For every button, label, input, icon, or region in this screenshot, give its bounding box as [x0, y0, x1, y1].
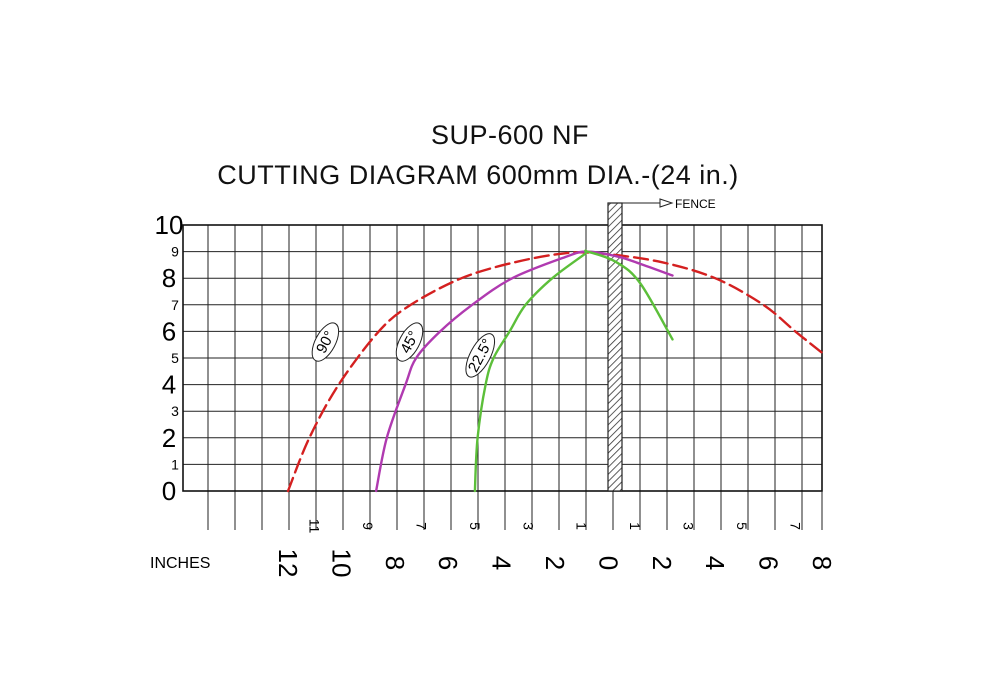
- y-tick-label-minor: 5: [171, 350, 179, 366]
- x-tick-label-major: 8: [380, 556, 410, 570]
- x-tick-label-major: 2: [540, 556, 570, 570]
- y-tick-label-major: 2: [162, 423, 176, 453]
- x-tick-label-major: 12: [273, 549, 303, 578]
- x-tick-label-minor: 3: [520, 522, 536, 530]
- label-ellipse: [395, 322, 424, 362]
- x-tick-label-major: 6: [433, 556, 463, 570]
- x-tick-label-minor: 3: [681, 522, 697, 530]
- y-tick-label-minor: 9: [171, 244, 179, 260]
- x-tick-label-major: 2: [647, 556, 677, 570]
- series-line-2: [473, 249, 674, 493]
- chart-title: SUP-600 NF: [430, 120, 590, 150]
- series-line-0: [286, 251, 824, 493]
- x-tick-label-minor: 7: [787, 522, 803, 530]
- x-tick-label-minor: 9: [360, 522, 376, 530]
- x-axis-label: INCHES: [150, 555, 210, 572]
- x-tick-label-major: 4: [487, 556, 517, 570]
- y-tick-label-minor: 7: [171, 297, 179, 313]
- plot-frame: [182, 224, 823, 492]
- x-tick-label-major: 0: [593, 556, 623, 570]
- fence-label: FENCE: [675, 197, 716, 211]
- x-tick-label-major: 10: [326, 549, 356, 578]
- fence-arrow-head: [659, 198, 674, 208]
- fence-blade: [607, 202, 623, 492]
- x-tick-label-minor: 7: [414, 522, 430, 530]
- label-ellipse: [311, 322, 340, 362]
- label-ellipse: [465, 333, 496, 378]
- x-tick-label-minor: 5: [467, 522, 483, 530]
- y-tick-label-minor: 3: [171, 403, 179, 419]
- x-tick-label-major: 4: [700, 556, 730, 570]
- y-tick-label-major: 6: [162, 316, 176, 346]
- chart-subtitle: CUTTING DIAGRAM 600mm DIA.-(24 in.): [217, 160, 739, 190]
- y-tick-label-major: 4: [162, 370, 176, 400]
- y-tick-label-major: 8: [162, 263, 176, 293]
- y-tick-label-minor: 1: [171, 456, 179, 472]
- y-tick-label-major: 10: [155, 210, 184, 240]
- x-tick-label-minor: 1: [574, 522, 590, 530]
- x-tick-label-minor: 5: [734, 522, 750, 530]
- series-line-1: [374, 250, 674, 493]
- x-tick-label-minor: 11: [307, 519, 323, 534]
- x-tick-label-major: 8: [807, 556, 837, 570]
- x-tick-label-major: 6: [754, 556, 784, 570]
- y-tick-label-major: 0: [162, 476, 176, 506]
- x-tick-label-minor: 1: [627, 522, 643, 530]
